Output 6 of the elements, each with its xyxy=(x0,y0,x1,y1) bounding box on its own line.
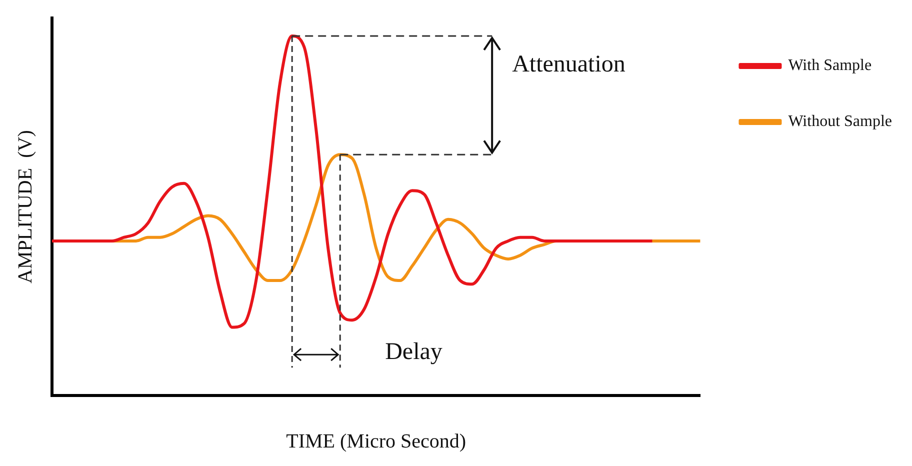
annotation: Attenuation xyxy=(512,52,626,78)
annotation: Delay xyxy=(385,338,442,365)
y-axis-title: AMPLITUDE (V) xyxy=(14,130,36,284)
x-axis-title: TIME (Micro Second) xyxy=(286,430,466,452)
legend-label: Without Sample xyxy=(788,113,892,130)
legend-label: With Sample xyxy=(788,57,872,74)
